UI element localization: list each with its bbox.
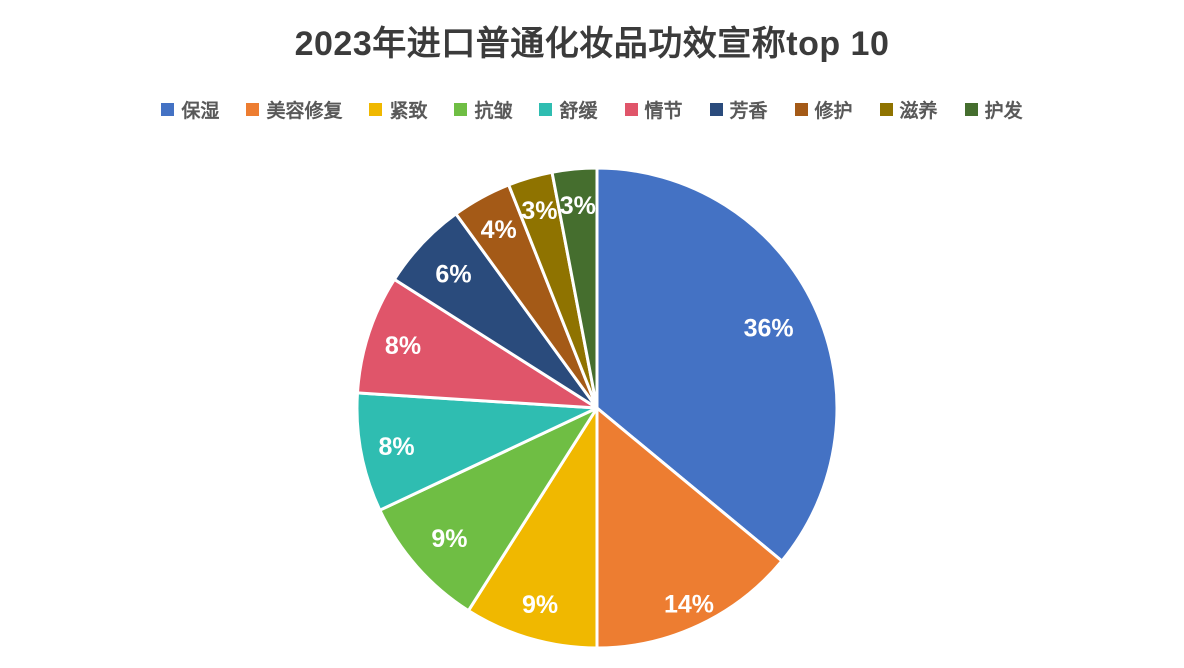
legend-label: 护发 bbox=[984, 101, 1023, 122]
pie-svg: 36%14%9%9%8%8%6%4%3% 3% bbox=[355, 166, 839, 650]
legend-label: 美容修复 bbox=[266, 101, 343, 122]
legend-swatch-icon bbox=[369, 103, 383, 116]
legend-item-4[interactable]: 抗皱 bbox=[454, 96, 512, 123]
slice-data-label: 3% bbox=[521, 197, 557, 225]
slice-data-label: 36% bbox=[744, 314, 794, 342]
legend-label: 抗皱 bbox=[474, 101, 513, 122]
legend-label: 紧致 bbox=[389, 101, 428, 122]
pie-slice-3[interactable] bbox=[466, 406, 599, 650]
slice-data-label: 3% bbox=[560, 192, 596, 220]
legend-item-1[interactable]: 保湿 bbox=[161, 96, 219, 123]
legend-item-2[interactable]: 美容修复 bbox=[246, 96, 342, 123]
legend-label: 滋养 bbox=[899, 101, 938, 122]
legend-item-6[interactable]: 情节 bbox=[624, 96, 683, 123]
legend-swatch-icon bbox=[964, 103, 978, 116]
legend-swatch-icon bbox=[624, 103, 638, 116]
slice-data-label: 9% bbox=[522, 591, 558, 619]
legend-swatch-icon bbox=[539, 103, 553, 116]
legend-item-8[interactable]: 修护 bbox=[794, 96, 853, 123]
legend-item-3[interactable]: 紧致 bbox=[369, 96, 427, 123]
slice-data-label: 4% bbox=[481, 216, 517, 244]
pie-slice-5[interactable] bbox=[355, 391, 599, 512]
slice-data-label: 14% bbox=[664, 590, 714, 618]
slice-data-label: 6% bbox=[435, 260, 471, 288]
legend-label: 情节 bbox=[644, 101, 683, 122]
chart-title: 2023年进口普通化妆品功效宣称top 10 bbox=[294, 25, 890, 63]
legend-label: 舒缓 bbox=[559, 101, 598, 122]
legend-item-7[interactable]: 芳香 bbox=[709, 96, 768, 123]
legend-swatch-icon bbox=[709, 103, 723, 116]
pie-slice-10[interactable] bbox=[550, 166, 599, 410]
legend-swatch-icon bbox=[454, 103, 468, 116]
slice-data-label: 8% bbox=[385, 332, 421, 360]
slice-data-label: 9% bbox=[431, 525, 467, 553]
slice-data-label: 8% bbox=[379, 433, 415, 461]
pie-slice-4[interactable] bbox=[378, 406, 599, 613]
legend-label: 保湿 bbox=[181, 101, 220, 122]
legend-label: 芳香 bbox=[729, 101, 768, 122]
legend-swatch-icon bbox=[161, 103, 175, 116]
pie-slice-1[interactable] bbox=[595, 166, 839, 563]
legend-label: 修护 bbox=[814, 101, 853, 122]
legend-swatch-icon bbox=[879, 103, 893, 116]
legend-swatch-icon bbox=[246, 103, 260, 116]
legend-item-9[interactable]: 滋养 bbox=[879, 96, 938, 123]
legend-item-5[interactable]: 舒缓 bbox=[539, 96, 598, 123]
legend-item-10[interactable]: 护发 bbox=[964, 96, 1023, 123]
pie-slice-6[interactable] bbox=[355, 277, 599, 410]
pie-slice-2[interactable] bbox=[595, 406, 784, 650]
legend: 保湿 美容修复 紧致 抗皱 舒缓 情节 芳香 修护 滋养 护发 bbox=[0, 96, 1184, 123]
legend-swatch-icon bbox=[794, 103, 808, 116]
